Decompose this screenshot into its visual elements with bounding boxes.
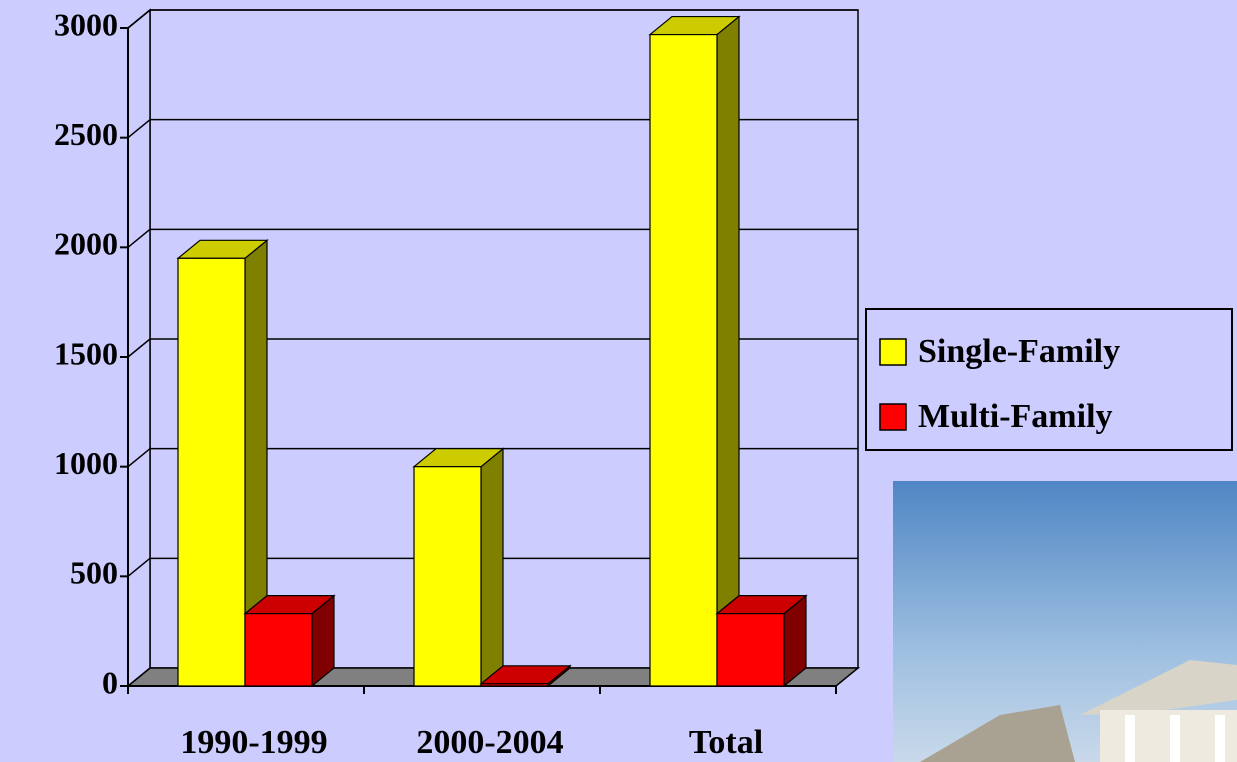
- legend-box: [865, 308, 1233, 451]
- y-tick-label: 2500: [54, 116, 118, 152]
- bar-side: [716, 15, 740, 688]
- x-tick-label: 2000-2004: [416, 724, 563, 761]
- legend-label: Single-Family: [918, 333, 1120, 370]
- y-tick-label: 2000: [54, 226, 118, 262]
- grid-line: [127, 228, 151, 248]
- bar: [244, 613, 313, 687]
- grid-line: [127, 338, 151, 358]
- bar: [649, 33, 718, 687]
- grid-line: [127, 557, 151, 577]
- grid-line: [127, 448, 151, 468]
- legend-swatch: [879, 338, 907, 366]
- y-tick-label: 1000: [54, 445, 118, 481]
- bar: [480, 683, 549, 687]
- legend: Single-Family Multi-Family: [865, 308, 1233, 451]
- y-tick-label: 0: [102, 664, 118, 700]
- legend-label: Multi-Family: [918, 398, 1113, 435]
- bar: [413, 466, 482, 687]
- x-tick-label: 1990-1999: [180, 724, 327, 761]
- bar: [177, 257, 246, 687]
- bar: [716, 613, 785, 687]
- y-tick-label: 500: [70, 555, 118, 591]
- y-tick-label: 3000: [54, 6, 118, 42]
- photo: [893, 481, 1237, 762]
- grid-line: [127, 9, 151, 29]
- y-tick-label: 1500: [54, 335, 118, 371]
- x-tick-label: Total: [689, 724, 763, 761]
- legend-swatch: [879, 403, 907, 431]
- bar-side: [480, 447, 504, 688]
- grid-line: [127, 119, 151, 139]
